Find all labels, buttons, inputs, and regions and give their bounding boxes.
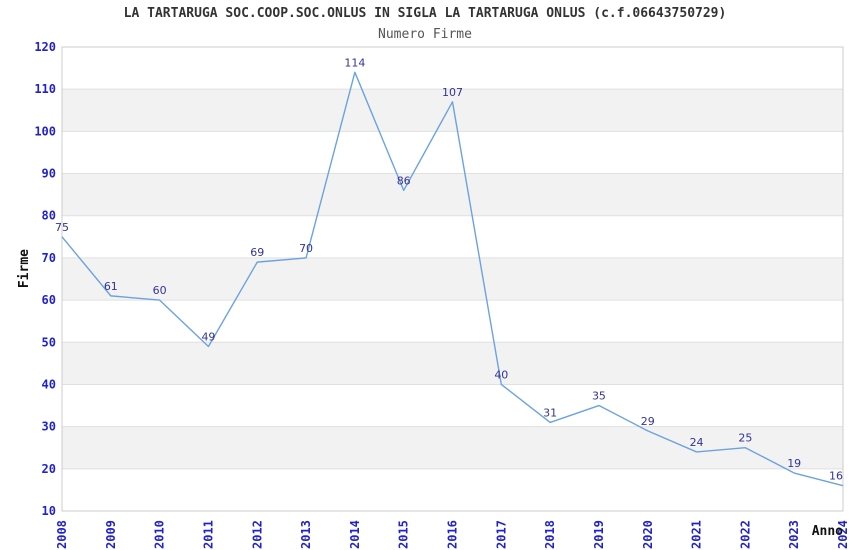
svg-text:107: 107 <box>442 86 463 99</box>
svg-text:24: 24 <box>690 436 704 449</box>
svg-text:2017: 2017 <box>494 520 508 549</box>
data-point-labels: 75 61 60 49 69 70 114 86 107 40 31 35 29 24 25 19 16 <box>55 56 843 482</box>
svg-text:69: 69 <box>250 246 264 259</box>
svg-text:2023: 2023 <box>787 520 801 549</box>
svg-text:10: 10 <box>42 504 56 518</box>
svg-text:90: 90 <box>42 167 56 181</box>
svg-text:30: 30 <box>42 420 56 434</box>
svg-text:70: 70 <box>299 242 313 255</box>
svg-text:2016: 2016 <box>446 520 460 549</box>
chart-title: LA TARTARUGA SOC.COOP.SOC.ONLUS IN SIGLA… <box>123 6 727 21</box>
svg-text:50: 50 <box>42 335 56 349</box>
chart-subtitle: Numero Firme <box>378 27 472 42</box>
data-line <box>61 71 844 487</box>
svg-text:2018: 2018 <box>543 520 557 549</box>
x-axis-label: Anno <box>811 524 843 539</box>
svg-text:60: 60 <box>153 284 167 297</box>
svg-text:25: 25 <box>738 432 752 445</box>
svg-text:114: 114 <box>344 56 365 69</box>
svg-text:40: 40 <box>494 368 508 381</box>
svg-text:49: 49 <box>201 330 215 343</box>
svg-text:35: 35 <box>592 390 606 403</box>
svg-text:2010: 2010 <box>153 520 167 549</box>
svg-text:2021: 2021 <box>690 520 704 549</box>
svg-text:2012: 2012 <box>250 520 264 549</box>
svg-text:75: 75 <box>55 221 69 234</box>
svg-text:20: 20 <box>42 462 56 476</box>
y-tick-labels: 10 20 30 40 50 60 70 80 90 100 110 120 <box>34 40 56 518</box>
svg-text:61: 61 <box>104 280 118 293</box>
band-stripes <box>62 89 843 469</box>
svg-text:2008: 2008 <box>55 520 69 549</box>
svg-text:16: 16 <box>829 470 843 483</box>
svg-text:2019: 2019 <box>592 520 606 549</box>
svg-text:2009: 2009 <box>104 520 118 549</box>
svg-text:2020: 2020 <box>641 520 655 549</box>
svg-text:2022: 2022 <box>738 520 752 549</box>
svg-text:31: 31 <box>543 406 557 419</box>
svg-text:40: 40 <box>42 377 56 391</box>
svg-text:2013: 2013 <box>299 520 313 549</box>
svg-text:70: 70 <box>42 251 56 265</box>
svg-text:2011: 2011 <box>201 520 215 549</box>
svg-text:19: 19 <box>787 457 801 470</box>
svg-text:2015: 2015 <box>397 520 411 549</box>
svg-text:120: 120 <box>34 40 56 54</box>
svg-text:2024: 2024 <box>836 520 850 549</box>
svg-text:86: 86 <box>397 174 411 187</box>
plot-border <box>61 46 844 512</box>
svg-text:29: 29 <box>641 415 655 428</box>
svg-text:2014: 2014 <box>348 520 362 549</box>
svg-text:100: 100 <box>34 124 56 138</box>
svg-text:110: 110 <box>34 82 56 96</box>
x-tick-labels: 2008 2009 2010 2011 2012 2013 2014 2015 2016 2017… <box>55 520 850 549</box>
svg-text:80: 80 <box>42 209 56 223</box>
svg-text:60: 60 <box>42 293 56 307</box>
